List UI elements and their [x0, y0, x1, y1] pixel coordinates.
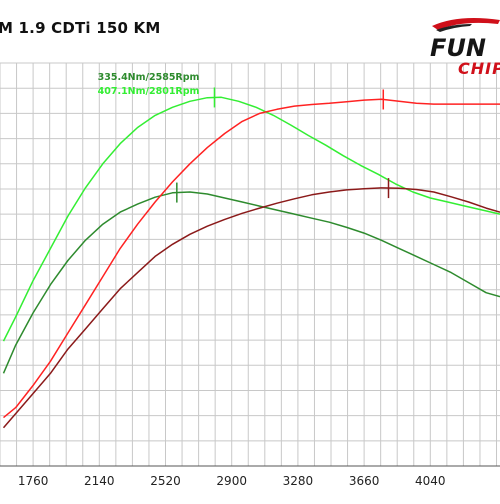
- series-line-torque_tuned: [4, 97, 500, 341]
- brand-logo: FUN CHIP: [424, 12, 500, 82]
- x-tick-label: 3280: [283, 474, 314, 488]
- x-tick-label: 2900: [216, 474, 247, 488]
- series-line-torque_stock: [4, 192, 500, 373]
- chart-title: M 1.9 CDTi 150 KM: [0, 19, 160, 37]
- annotation-torque_tuned: 407.1Nm/2801Rpm: [98, 86, 200, 97]
- annotation-torque_stock: 335.4Nm/2585Rpm: [98, 72, 200, 83]
- logo-swoosh-icon: [428, 12, 500, 36]
- logo-main-text: FUN: [430, 34, 486, 62]
- x-tick-label: 4040: [415, 474, 446, 488]
- x-tick-label: 2520: [150, 474, 181, 488]
- logo-sub-text: CHIP: [458, 59, 500, 78]
- x-tick-label: 2140: [84, 474, 115, 488]
- x-tick-label: 1760: [18, 474, 49, 488]
- series-line-power_tuned: [4, 99, 500, 417]
- x-tick-label: 3660: [349, 474, 380, 488]
- series-line-power_stock: [4, 188, 500, 428]
